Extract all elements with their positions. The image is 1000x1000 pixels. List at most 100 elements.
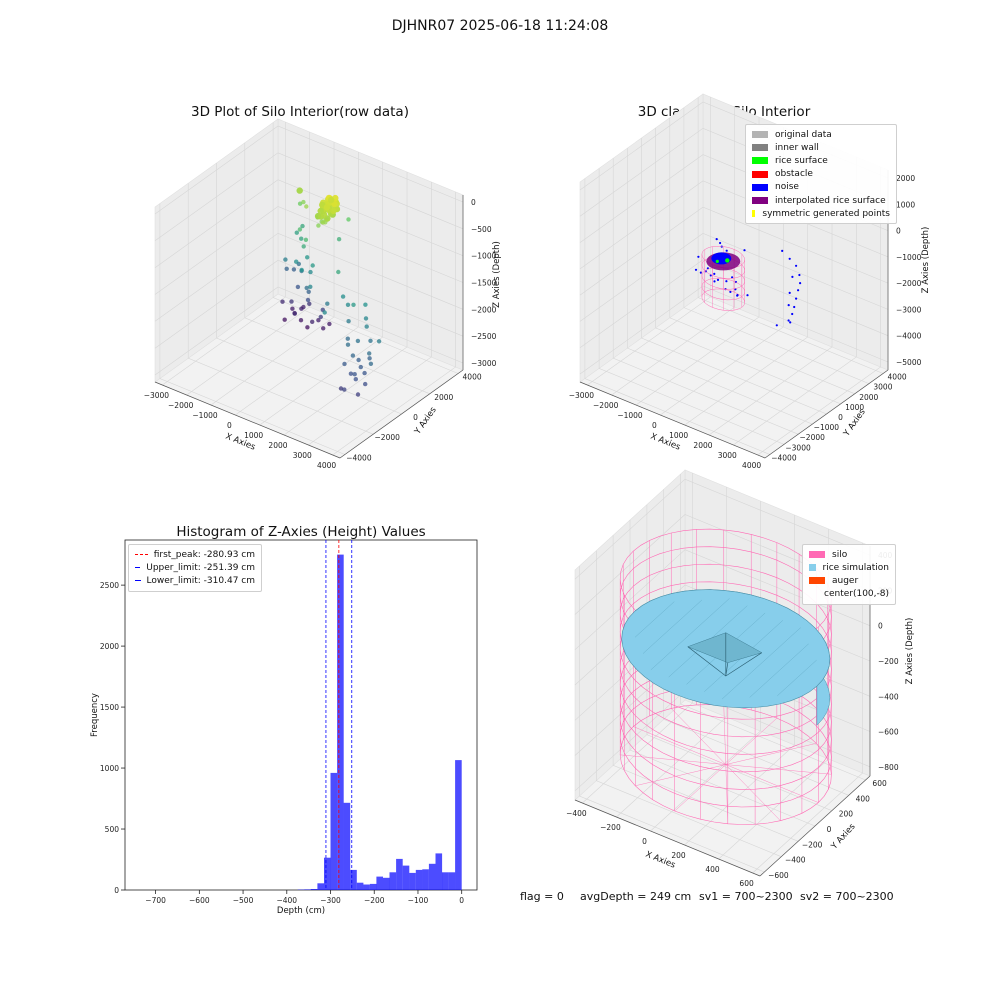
plot1-point bbox=[303, 237, 309, 242]
plot1-point bbox=[305, 255, 310, 260]
plot4-grid-x bbox=[684, 515, 795, 846]
plot2-noise-point bbox=[791, 275, 794, 278]
plot1-point bbox=[346, 319, 351, 324]
plot1-grid-y bbox=[159, 203, 346, 455]
plot4-rice-mesh bbox=[634, 601, 675, 638]
plot1-grid-z bbox=[154, 286, 464, 376]
plot2-y-tick: 0 bbox=[838, 413, 843, 422]
plot2-noise-point bbox=[799, 282, 802, 285]
plot1-grid-z bbox=[154, 152, 464, 242]
plot1-point bbox=[367, 356, 372, 361]
plot1-point bbox=[305, 297, 311, 303]
plot2-noise-point bbox=[795, 264, 798, 267]
plot1-point bbox=[292, 311, 297, 316]
plot3-x-tick: −600 bbox=[189, 896, 210, 905]
plot4-rice-dip-edge bbox=[725, 632, 729, 677]
plot1-point bbox=[305, 325, 310, 330]
plot1-point bbox=[352, 372, 357, 377]
plot1-point bbox=[348, 371, 354, 376]
plot3-y-tick: 1000 bbox=[100, 764, 119, 773]
plot2-grid-y bbox=[627, 148, 813, 425]
plot1-point bbox=[299, 236, 304, 241]
plot1-point bbox=[355, 338, 361, 344]
plot2-z-tick: −2000 bbox=[896, 279, 922, 288]
plot2-noise-point bbox=[791, 312, 794, 316]
plot4-legend-label: center(100,-8) bbox=[824, 589, 889, 600]
plot3-legend-label: Upper_limit: -251.39 cm bbox=[146, 562, 255, 573]
plot1-point bbox=[319, 201, 326, 209]
plot3-y-label: Frequency bbox=[90, 693, 100, 737]
plot4-y-tick: 200 bbox=[839, 810, 854, 819]
plot2-noise-point bbox=[729, 290, 732, 293]
plot1-x-tick: 0 bbox=[227, 421, 232, 430]
plot2-z-tick: 2000 bbox=[896, 174, 915, 183]
plot1-point bbox=[336, 269, 341, 275]
plot3-legend-item: Upper_limit: -251.39 cm bbox=[135, 561, 255, 574]
plot1-point bbox=[301, 244, 306, 249]
plot4-z-tick: −600 bbox=[878, 728, 899, 737]
plot4-grid-y bbox=[663, 489, 849, 796]
plot2-legend-label: symmetric generated points bbox=[762, 208, 890, 219]
plot1-grid-y bbox=[272, 122, 459, 374]
plot2-legend-item: symmetric generated points bbox=[752, 207, 890, 220]
plot3-bar bbox=[435, 853, 443, 890]
plot3-x-tick: −100 bbox=[408, 896, 429, 905]
plot1-z-tick: −2500 bbox=[471, 332, 497, 341]
plot2-rice-surface bbox=[725, 258, 730, 263]
plot1-z-tick: −1500 bbox=[471, 279, 497, 288]
plot2-legend-label: noise bbox=[775, 182, 799, 193]
plot1-z-tick: 0 bbox=[471, 198, 476, 207]
sv1-text: sv1 = 700~2300 bbox=[699, 890, 793, 903]
plot1-grid-x bbox=[308, 182, 432, 446]
plot2-noise-point bbox=[798, 273, 801, 277]
plot2-grid-y bbox=[598, 168, 785, 445]
plot1-point bbox=[320, 220, 326, 225]
plot2-y-tick: 1000 bbox=[845, 403, 864, 412]
plot4-z-tick: −400 bbox=[878, 692, 899, 701]
plot1-grid-z bbox=[154, 125, 464, 215]
plot1-point bbox=[317, 207, 324, 215]
plot4-z-label: Z Axies (Depth) bbox=[905, 618, 915, 685]
plot1-point bbox=[291, 267, 297, 272]
plot2-noise-cluster bbox=[711, 252, 732, 265]
plot2-legend-item: interpolated rice surface bbox=[752, 194, 890, 207]
plot2-legend-item: rice surface bbox=[752, 154, 890, 167]
plot4-silo-spoke bbox=[725, 764, 781, 821]
plot2-grid-z bbox=[579, 285, 889, 375]
plot2-z-label: Z Axies (Depth) bbox=[921, 227, 931, 294]
plot2-legend-swatch bbox=[752, 183, 768, 191]
plot3-legend-line bbox=[135, 580, 141, 582]
plot4-rice-mesh bbox=[777, 659, 817, 696]
plot4-silo-spoke bbox=[725, 764, 819, 803]
plot1-point bbox=[304, 204, 309, 209]
plot3-title: Histogram of Z-Axies (Height) Values bbox=[176, 524, 426, 540]
plot2-noise-point bbox=[797, 289, 800, 292]
plot2-y-tick: −2000 bbox=[800, 433, 826, 442]
plot2-grid-y bbox=[683, 107, 870, 384]
plot3-bar bbox=[442, 872, 449, 890]
plot3-bar bbox=[304, 889, 311, 890]
plot1-point bbox=[298, 318, 304, 323]
plot2-grid-z bbox=[579, 206, 889, 296]
plot3-y-tick: 0 bbox=[114, 886, 119, 895]
plot1-point bbox=[353, 377, 358, 382]
plot2-legend-swatch bbox=[752, 144, 768, 152]
plot1-point bbox=[295, 284, 301, 290]
plot3-y-tick: 500 bbox=[105, 825, 120, 834]
plot1-point bbox=[284, 266, 289, 271]
plot2-grid-y bbox=[641, 138, 827, 415]
plot2-grid-y bbox=[584, 178, 771, 455]
plot1-point bbox=[310, 263, 315, 268]
plot1-point bbox=[301, 304, 306, 310]
plot1-point bbox=[363, 302, 368, 307]
plot2-x-tick: 2000 bbox=[693, 441, 712, 450]
plot3-bar bbox=[337, 554, 344, 890]
plot1-point bbox=[336, 237, 342, 242]
plot2-noise-point bbox=[736, 294, 739, 297]
plot1-y-tick: 2000 bbox=[434, 393, 453, 402]
plot4-y-tick: 600 bbox=[872, 779, 887, 788]
plot4-grid-z bbox=[574, 478, 871, 580]
plot4-x-tick: 400 bbox=[705, 865, 720, 874]
plot1-x-tick: −1000 bbox=[192, 411, 218, 420]
plot4-legend-item: auger bbox=[809, 574, 889, 587]
